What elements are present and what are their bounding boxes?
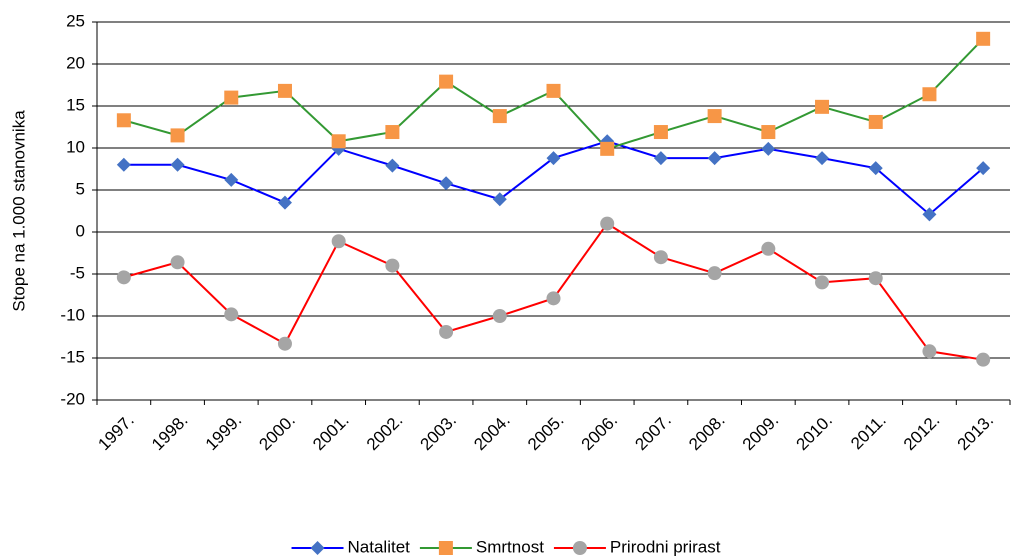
- data-point: [116, 113, 131, 128]
- data-point: [546, 291, 561, 306]
- y-tick-label: 10: [66, 137, 85, 156]
- x-tick-label: 2002.: [363, 411, 407, 455]
- data-point: [761, 141, 776, 156]
- data-point: [815, 151, 830, 166]
- data-point: [331, 134, 346, 149]
- data-point: [439, 74, 454, 89]
- x-tick-label: 2007.: [631, 411, 675, 455]
- data-point: [976, 161, 991, 176]
- x-tick-label: 2013.: [954, 411, 998, 455]
- data-point: [170, 255, 185, 270]
- data-point: [439, 324, 454, 339]
- data-point: [868, 161, 883, 176]
- data-point: [277, 195, 292, 210]
- y-axis-label: Stope na 1.000 stanovnika: [9, 110, 28, 312]
- x-tick-label: 2011.: [847, 411, 890, 454]
- data-point: [277, 336, 292, 351]
- legend-label: Prirodni prirast: [610, 537, 721, 556]
- legend-label: Smrtnost: [476, 537, 544, 556]
- data-point: [922, 87, 937, 102]
- legend: Natalitet Smrtnost Prirodni prirast: [291, 537, 721, 556]
- x-tick-label: 1998.: [148, 411, 192, 455]
- data-point: [277, 83, 292, 98]
- data-point: [815, 275, 830, 290]
- y-tick-label: -15: [60, 347, 85, 366]
- data-point: [653, 151, 668, 166]
- data-point: [546, 151, 561, 166]
- x-tick-label: 2010.: [793, 411, 837, 455]
- data-point: [600, 216, 615, 231]
- data-point: [116, 157, 131, 172]
- x-tick-label: 2003.: [417, 411, 461, 455]
- data-point: [385, 258, 400, 273]
- data-point: [976, 31, 991, 46]
- y-tick-label: 0: [76, 221, 85, 240]
- x-tick-label: 2009.: [739, 411, 783, 455]
- y-tick-label: -20: [60, 389, 85, 408]
- y-tick-label: 15: [66, 95, 85, 114]
- y-tick-label: 20: [66, 53, 85, 72]
- data-point: [170, 157, 185, 172]
- legend-marker: [438, 541, 453, 555]
- data-point: [170, 128, 185, 143]
- x-tick-label: 2012.: [900, 411, 944, 455]
- data-point: [922, 207, 937, 222]
- y-tick-label: -10: [60, 305, 85, 324]
- x-tick-label: 2001.: [309, 411, 353, 455]
- data-point: [331, 234, 346, 249]
- data-point: [707, 109, 722, 124]
- data-point: [439, 176, 454, 191]
- legend-marker: [310, 541, 325, 555]
- data-point: [600, 141, 615, 156]
- x-tick-label: 2000.: [255, 411, 299, 455]
- data-point: [815, 99, 830, 114]
- data-point: [653, 250, 668, 265]
- data-point: [224, 307, 239, 322]
- x-tick-label: 1999.: [202, 411, 246, 455]
- data-point: [116, 270, 131, 285]
- y-tick-label: -5: [70, 263, 85, 282]
- data-point: [492, 192, 507, 207]
- legend-label: Natalitet: [348, 537, 411, 556]
- data-point: [546, 83, 561, 98]
- y-tick-label: 5: [76, 179, 85, 198]
- data-point: [922, 344, 937, 359]
- data-point: [761, 125, 776, 140]
- data-point: [868, 271, 883, 286]
- data-point: [385, 158, 400, 173]
- data-point: [653, 125, 668, 140]
- data-point: [492, 309, 507, 323]
- data-point: [976, 352, 991, 367]
- data-point: [385, 125, 400, 140]
- x-tick-label: 2004.: [470, 411, 514, 455]
- legend-marker: [572, 541, 587, 555]
- data-point: [224, 172, 239, 187]
- x-tick-label: 2005.: [524, 411, 568, 455]
- data-point: [707, 151, 722, 166]
- data-point: [761, 241, 776, 256]
- data-point: [224, 90, 239, 105]
- data-point: [492, 109, 507, 124]
- y-tick-label: 25: [66, 11, 85, 30]
- data-point: [707, 266, 722, 281]
- x-tick-label: 2008.: [685, 411, 729, 455]
- x-tick-label: 1997.: [94, 411, 138, 455]
- data-point: [868, 114, 883, 129]
- x-tick-label: 2006.: [578, 411, 622, 455]
